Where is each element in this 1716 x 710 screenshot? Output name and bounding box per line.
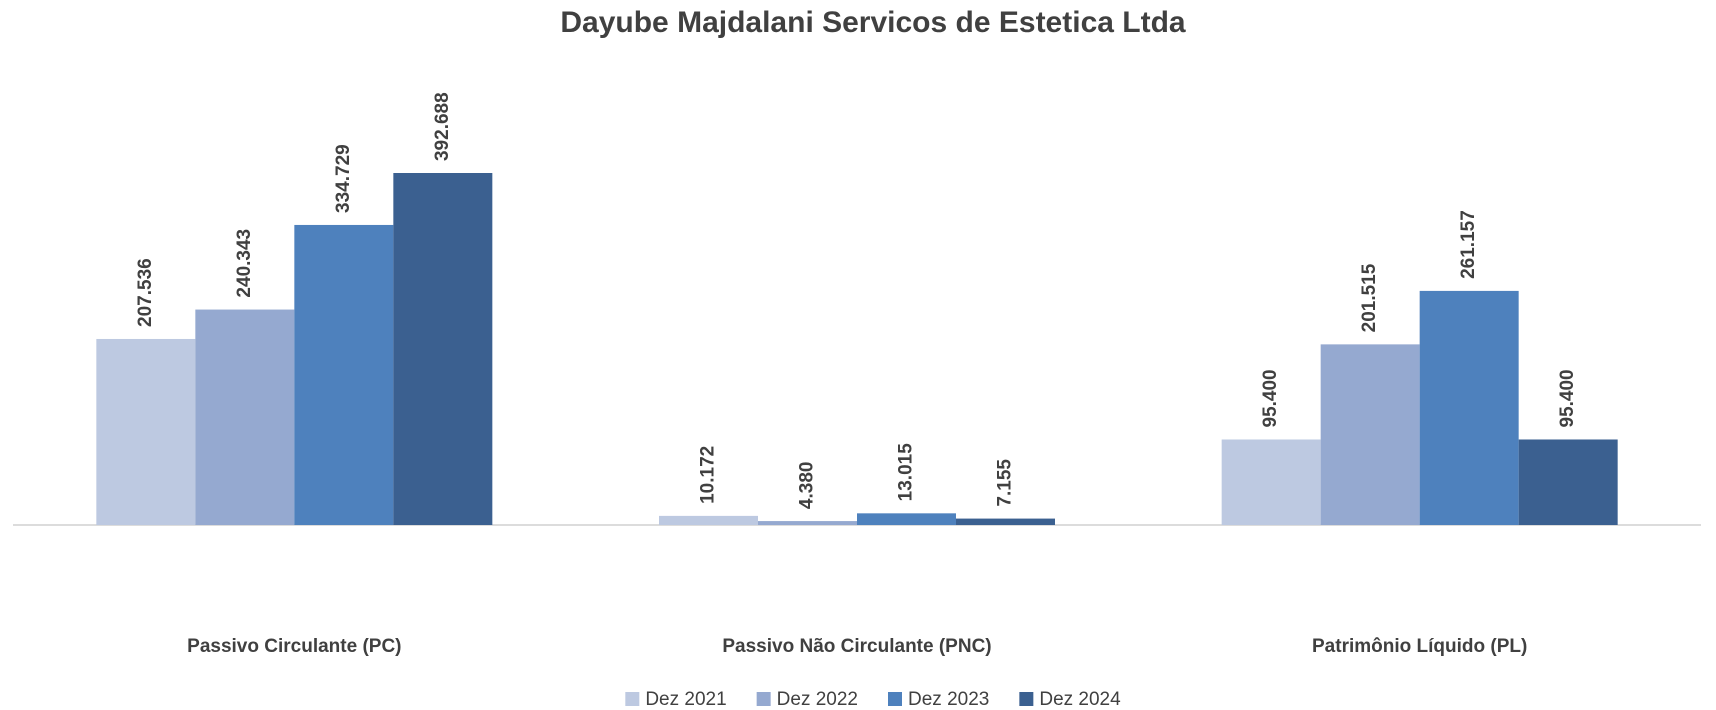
value-label: 95.400 [1557, 369, 1578, 427]
bar [1518, 439, 1618, 525]
bar [857, 513, 956, 525]
chart-title: Dayube Majdalani Servicos de Estetica Lt… [560, 6, 1186, 39]
value-label: 240.343 [234, 229, 255, 298]
bar [956, 518, 1055, 525]
value-label: 95.400 [1260, 369, 1281, 427]
legend-swatch [756, 692, 771, 706]
legend-swatch [1019, 692, 1034, 706]
bar [1419, 290, 1519, 525]
value-label: 261.157 [1458, 210, 1479, 279]
value-label: 334.729 [333, 144, 354, 213]
value-label: 207.536 [135, 258, 156, 327]
bar [659, 515, 758, 525]
value-label: 10.172 [698, 446, 719, 504]
legend-swatch [888, 692, 902, 706]
value-label: 392.688 [432, 92, 453, 161]
legend-label: Dez 2021 [645, 689, 726, 710]
legend-label: Dez 2022 [777, 689, 858, 710]
bar [294, 224, 394, 526]
legend-swatch [625, 692, 640, 706]
bar [195, 309, 295, 525]
value-label: 7.155 [995, 459, 1016, 507]
bar [1320, 344, 1420, 525]
bar [758, 521, 857, 525]
bar [96, 338, 196, 525]
bar [1221, 439, 1321, 525]
x-tick-label: Passivo Não Circulante (PNC) [722, 636, 991, 657]
value-label: 13.015 [896, 443, 917, 502]
x-tick-label: Patrimônio Líquido (PL) [1312, 636, 1527, 657]
bar [393, 173, 493, 525]
legend-label: Dez 2023 [908, 689, 989, 710]
value-label: 4.380 [797, 462, 818, 510]
legend-label: Dez 2024 [1039, 689, 1121, 710]
value-label: 201.515 [1359, 263, 1380, 332]
x-tick-label: Passivo Circulante (PC) [187, 636, 401, 657]
